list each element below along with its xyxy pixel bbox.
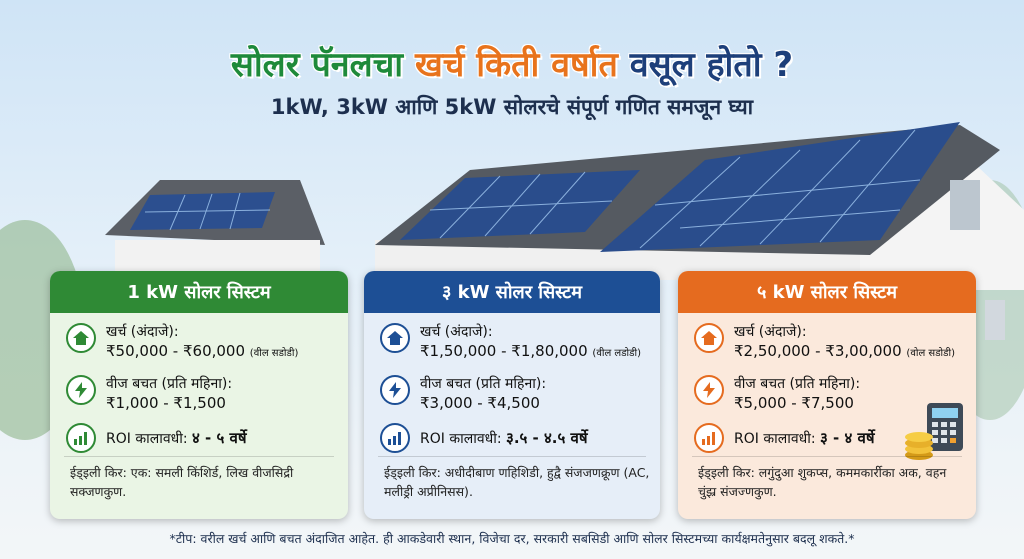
lightning-icon xyxy=(380,375,410,405)
roi-label: ROI कालावधी: xyxy=(420,431,502,447)
lightning-icon xyxy=(66,375,96,405)
divider xyxy=(64,456,334,457)
title-part-2: खर्च xyxy=(414,45,465,85)
footnote: *टीप: वरील खर्च आणि बचत अंदाजित आहेत. ही… xyxy=(169,531,855,546)
ideal-text: ईड्इली किर: लगुंदुआ शुकप्स, कममकार्रीका … xyxy=(698,465,947,499)
cost-row: खर्च (अंदाजे): ₹2,50,000 - ₹3,00,000 (वो… xyxy=(694,323,955,364)
cost-label: खर्च (अंदाजे): xyxy=(734,324,807,340)
saving-value: ₹1,000 - ₹1,500 xyxy=(106,394,226,412)
card-1kw: 1 kW सोलर सिस्टम खर्च (अंदाजे): ₹50,000 … xyxy=(50,271,348,519)
cost-value: ₹1,50,000 - ₹1,80,000 xyxy=(420,342,588,360)
card-3kw: ३ kW सोलर सिस्टम खर्च (अंदाजे): ₹1,50,00… xyxy=(364,271,660,519)
house-icon xyxy=(694,323,724,353)
saving-value: ₹3,000 - ₹4,500 xyxy=(420,394,540,412)
saving-label: वीज बचत (प्रति महिना): xyxy=(420,376,547,392)
house-icon xyxy=(380,323,410,353)
roi-value: ३ - ४ वर्षे xyxy=(820,429,875,447)
cost-row: खर्च (अंदाजे): ₹1,50,000 - ₹1,80,000 (वी… xyxy=(380,323,641,364)
chart-icon xyxy=(380,423,410,453)
cost-note: (वोल सडोडी) xyxy=(906,348,955,359)
title-part-4: वसूल होतो ? xyxy=(629,45,794,85)
cost-value: ₹50,000 - ₹60,000 xyxy=(106,342,246,360)
saving-label: वीज बचत (प्रति महिना): xyxy=(734,376,861,392)
card-title: ५ kW सोलर सिस्टम xyxy=(678,271,976,313)
ideal-text: ईड्इली किर: अधीदीबाण णहिशिडी, हुद्वै संज… xyxy=(384,465,650,499)
saving-label: वीज बचत (प्रति महिना): xyxy=(106,376,233,392)
divider xyxy=(378,456,646,457)
house-icon xyxy=(66,323,96,353)
title-part-3: किती वर्षात xyxy=(476,45,618,85)
roi-row: ROI कालावधी: ३.५ - ४.५ वर्षे xyxy=(380,423,588,454)
page-subtitle: 1kW, 3kW आणि 5kW सोलरचे संपूर्ण गणित समज… xyxy=(270,95,754,119)
saving-row: वीज बचत (प्रति महिना): ₹5,000 - ₹7,500 xyxy=(694,375,860,413)
chart-icon xyxy=(66,423,96,453)
chart-icon xyxy=(694,423,724,453)
ideal-text: ईड्इली किर: एक: समली किंशिर्ड, लिख वीजसि… xyxy=(70,465,294,499)
roi-value: ३.५ - ४.५ वर्षे xyxy=(506,429,588,447)
lightning-icon xyxy=(694,375,724,405)
cost-label: खर्च (अंदाजे): xyxy=(106,324,179,340)
card-5kw: ५ kW सोलर सिस्टम खर्च (अंदाजे): ₹2,50,00… xyxy=(678,271,976,519)
coins-icon xyxy=(905,432,933,460)
cost-value: ₹2,50,000 - ₹3,00,000 xyxy=(734,342,902,360)
card-title: 1 kW सोलर सिस्टम xyxy=(50,271,348,313)
saving-row: वीज बचत (प्रति महिना): ₹1,000 - ₹1,500 xyxy=(66,375,232,413)
roi-row: ROI कालावधी: ४ - ५ वर्षे xyxy=(66,423,247,454)
roi-label: ROI कालावधी: xyxy=(106,431,188,447)
divider xyxy=(692,456,962,457)
cost-label: खर्च (अंदाजे): xyxy=(420,324,493,340)
roi-label: ROI कालावधी: xyxy=(734,431,816,447)
cost-row: खर्च (अंदाजे): ₹50,000 - ₹60,000 (वील सड… xyxy=(66,323,298,364)
roi-row: ROI कालावधी: ३ - ४ वर्षे xyxy=(694,423,875,454)
card-title: ३ kW सोलर सिस्टम xyxy=(364,271,660,313)
cards-container: 1 kW सोलर सिस्टम खर्च (अंदाजे): ₹50,000 … xyxy=(50,271,976,519)
roi-value: ४ - ५ वर्षे xyxy=(192,429,247,447)
calculator-coins-illustration xyxy=(905,403,963,460)
page-title: सोलर पॅनलचा खर्च किती वर्षात वसूल होतो ? xyxy=(0,40,1024,86)
title-part-1: सोलर पॅनलचा xyxy=(230,45,404,85)
saving-value: ₹5,000 - ₹7,500 xyxy=(734,394,854,412)
cost-note: (वील सडोडी) xyxy=(249,348,299,359)
saving-row: वीज बचत (प्रति महिना): ₹3,000 - ₹4,500 xyxy=(380,375,546,413)
cost-note: (वील लडोडी) xyxy=(592,348,641,359)
calculator-icon xyxy=(927,403,963,451)
